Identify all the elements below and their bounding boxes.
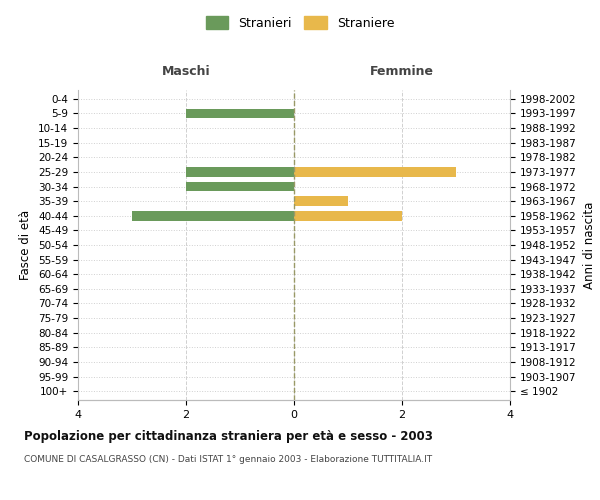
Text: Femmine: Femmine <box>370 64 434 78</box>
Bar <box>294 211 402 220</box>
Y-axis label: Fasce di età: Fasce di età <box>19 210 32 280</box>
Bar <box>186 182 294 192</box>
Legend: Stranieri, Straniere: Stranieri, Straniere <box>201 11 399 35</box>
Bar <box>186 108 294 118</box>
Bar <box>294 167 456 176</box>
Bar <box>294 196 348 206</box>
Bar <box>186 167 294 176</box>
Bar <box>132 211 294 220</box>
Text: Maschi: Maschi <box>161 64 211 78</box>
Text: Popolazione per cittadinanza straniera per età e sesso - 2003: Popolazione per cittadinanza straniera p… <box>24 430 433 443</box>
Y-axis label: Anni di nascita: Anni di nascita <box>583 202 596 288</box>
Text: COMUNE DI CASALGRASSO (CN) - Dati ISTAT 1° gennaio 2003 - Elaborazione TUTTITALI: COMUNE DI CASALGRASSO (CN) - Dati ISTAT … <box>24 455 432 464</box>
